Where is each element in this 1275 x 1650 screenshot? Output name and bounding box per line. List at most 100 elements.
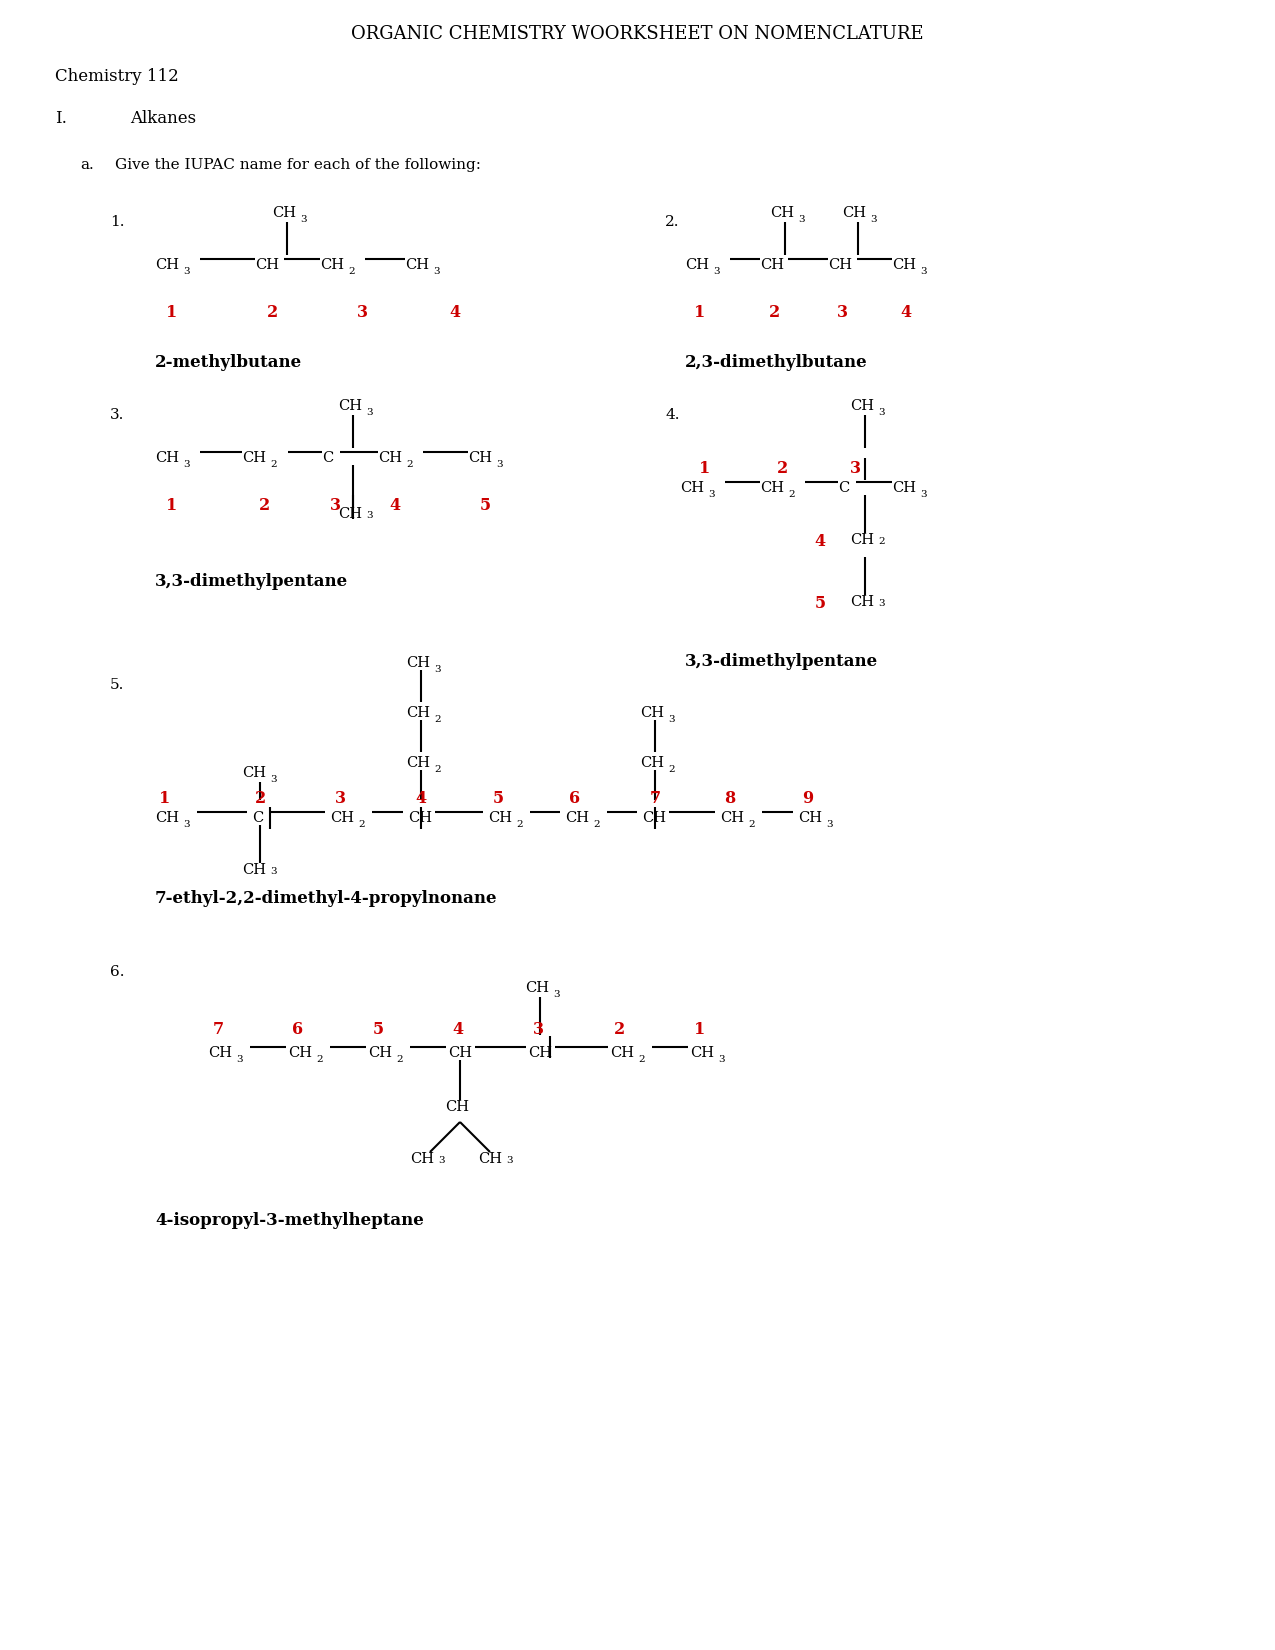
Text: CH: CH	[405, 657, 430, 670]
Text: CH: CH	[760, 257, 784, 272]
Text: CH: CH	[208, 1046, 232, 1059]
Text: Alkanes: Alkanes	[130, 111, 196, 127]
Text: CH: CH	[827, 257, 852, 272]
Text: 3: 3	[184, 267, 190, 276]
Text: 3: 3	[553, 990, 560, 998]
Text: CH: CH	[445, 1101, 469, 1114]
Text: Give the IUPAC name for each of the following:: Give the IUPAC name for each of the foll…	[115, 158, 481, 172]
Text: 3: 3	[878, 599, 885, 607]
Text: 5: 5	[492, 790, 504, 807]
Text: 3: 3	[714, 267, 720, 276]
Text: CH: CH	[288, 1046, 312, 1059]
Text: ORGANIC CHEMISTRY WOORKSHEET ON NOMENCLATURE: ORGANIC CHEMISTRY WOORKSHEET ON NOMENCLA…	[351, 25, 924, 43]
Text: CH: CH	[156, 450, 178, 465]
Text: 3: 3	[334, 790, 346, 807]
Text: 3: 3	[329, 497, 340, 515]
Text: 7-ethyl-2,2-dimethyl-4-propylnonane: 7-ethyl-2,2-dimethyl-4-propylnonane	[156, 889, 497, 908]
Text: CH: CH	[468, 450, 492, 465]
Text: CH: CH	[405, 706, 430, 719]
Text: 3: 3	[434, 267, 440, 276]
Text: CH: CH	[609, 1046, 634, 1059]
Text: 3: 3	[533, 1021, 543, 1038]
Text: 2: 2	[435, 714, 441, 724]
Text: 3: 3	[184, 460, 190, 469]
Text: 4: 4	[815, 533, 825, 549]
Text: CH: CH	[242, 766, 266, 780]
Text: 3: 3	[496, 460, 504, 469]
Text: CH: CH	[760, 482, 784, 495]
Text: 3: 3	[184, 820, 190, 828]
Text: 1: 1	[700, 460, 710, 477]
Text: CH: CH	[330, 812, 354, 825]
Text: 3: 3	[871, 214, 877, 224]
Text: CH: CH	[338, 399, 362, 412]
Text: CH: CH	[680, 482, 704, 495]
Text: 2: 2	[516, 820, 523, 828]
Text: 5: 5	[815, 596, 825, 612]
Text: 3: 3	[719, 1054, 725, 1064]
Text: CH: CH	[408, 812, 432, 825]
Text: CH: CH	[320, 257, 344, 272]
Text: Chemistry 112: Chemistry 112	[55, 68, 179, 86]
Text: a.: a.	[80, 158, 94, 172]
Text: 2: 2	[259, 497, 270, 515]
Text: 9: 9	[802, 790, 813, 807]
Text: 2.: 2.	[666, 214, 680, 229]
Text: CH: CH	[478, 1152, 502, 1167]
Text: 2: 2	[266, 304, 278, 322]
Text: 2: 2	[788, 490, 796, 498]
Text: 2: 2	[878, 536, 885, 546]
Text: 2: 2	[348, 267, 356, 276]
Text: 5: 5	[479, 497, 491, 515]
Text: 6: 6	[292, 1021, 303, 1038]
Text: 2: 2	[748, 820, 755, 828]
Text: CH: CH	[242, 450, 266, 465]
Text: 3: 3	[849, 460, 861, 477]
Text: C: C	[838, 482, 849, 495]
Text: 1: 1	[695, 1021, 705, 1038]
Text: CH: CH	[411, 1152, 434, 1167]
Text: CH: CH	[242, 863, 266, 878]
Text: CH: CH	[892, 482, 915, 495]
Text: 3,3-dimethylpentane: 3,3-dimethylpentane	[685, 653, 878, 670]
Text: 1: 1	[166, 497, 177, 515]
Text: 4: 4	[449, 304, 460, 322]
Text: CH: CH	[528, 1046, 552, 1059]
Text: 3: 3	[668, 714, 676, 724]
Text: CH: CH	[850, 399, 873, 412]
Text: 4-isopropyl-3-methylheptane: 4-isopropyl-3-methylheptane	[156, 1213, 423, 1229]
Text: 2: 2	[769, 304, 779, 322]
Text: 3: 3	[709, 490, 715, 498]
Text: CH: CH	[338, 507, 362, 521]
Text: CH: CH	[156, 257, 178, 272]
Text: CH: CH	[565, 812, 589, 825]
Text: CH: CH	[156, 812, 178, 825]
Text: CH: CH	[850, 533, 873, 548]
Text: CH: CH	[377, 450, 402, 465]
Text: 8: 8	[724, 790, 736, 807]
Text: 3: 3	[921, 267, 927, 276]
Text: 2: 2	[668, 766, 676, 774]
Text: 3: 3	[270, 866, 277, 876]
Text: 3: 3	[301, 214, 307, 224]
Text: CH: CH	[798, 812, 822, 825]
Text: 4: 4	[453, 1021, 464, 1038]
Text: 3: 3	[366, 408, 374, 417]
Text: CH: CH	[448, 1046, 472, 1059]
Text: 1.: 1.	[110, 214, 125, 229]
Text: CH: CH	[640, 706, 664, 719]
Text: 4: 4	[416, 790, 427, 807]
Text: 2: 2	[316, 1054, 323, 1064]
Text: CH: CH	[525, 982, 550, 995]
Text: 3: 3	[921, 490, 927, 498]
Text: 3: 3	[357, 304, 367, 322]
Text: 3.: 3.	[110, 408, 125, 422]
Text: CH: CH	[640, 756, 664, 771]
Text: 2: 2	[407, 460, 413, 469]
Text: 2: 2	[615, 1021, 626, 1038]
Text: CH: CH	[770, 206, 794, 219]
Text: 1: 1	[166, 304, 177, 322]
Text: CH: CH	[850, 596, 873, 609]
Text: 5.: 5.	[110, 678, 125, 691]
Text: CH: CH	[720, 812, 745, 825]
